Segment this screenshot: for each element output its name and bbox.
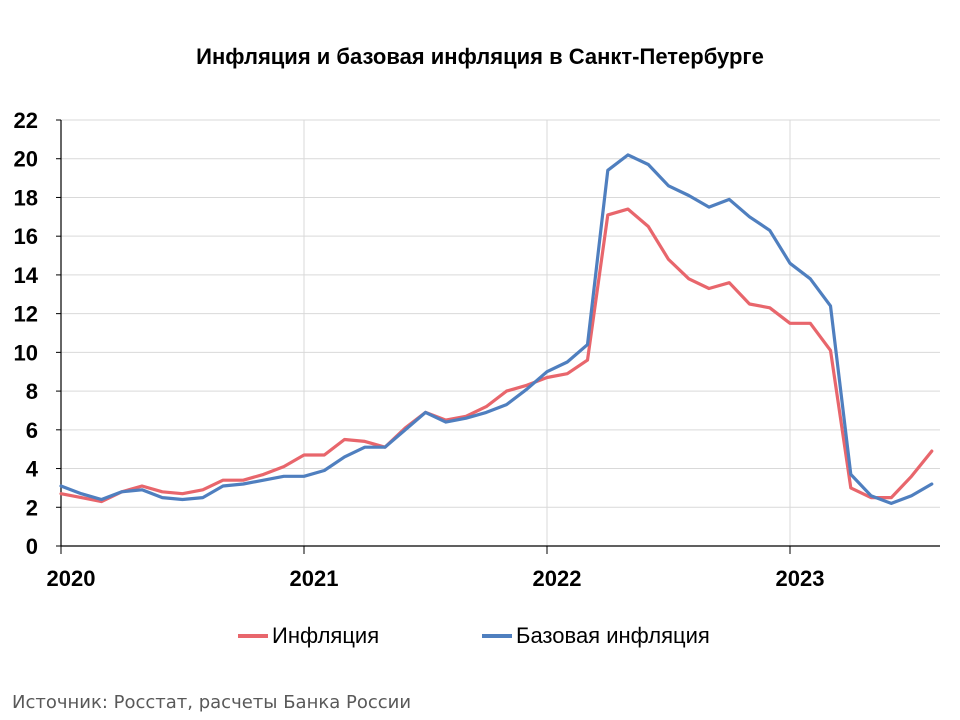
y-tick-label: 0: [26, 534, 38, 559]
y-tick-label: 2: [26, 495, 38, 520]
y-tick-label: 12: [14, 302, 38, 327]
y-tick-label: 6: [26, 418, 38, 443]
legend-label-core-inflation: Базовая инфляция: [516, 623, 710, 648]
y-tick-label: 8: [26, 379, 38, 404]
legend-swatch-core-inflation: [482, 634, 512, 638]
y-tick-label: 10: [14, 340, 38, 365]
series-lines: [59, 153, 934, 505]
series-line-inflation: [59, 207, 934, 504]
legend-item-inflation: Инфляция: [238, 622, 379, 650]
x-tick-label: 2020: [47, 566, 96, 591]
legend-swatch-inflation: [238, 634, 268, 638]
source-note: Источник: Росстат, расчеты Банка России: [12, 692, 412, 713]
y-tick-label: 4: [26, 457, 39, 482]
chart-title: Инфляция и базовая инфляция в Санкт-Пете…: [196, 44, 764, 69]
y-tick-label: 14: [14, 263, 39, 288]
x-tick-label: 2022: [533, 566, 582, 591]
grid-lines: [61, 119, 940, 546]
y-tick-label: 20: [14, 147, 38, 172]
axes: [56, 119, 940, 554]
y-tick-label: 18: [14, 185, 38, 210]
x-tick-label: 2023: [776, 566, 825, 591]
legend-label-inflation: Инфляция: [272, 623, 380, 648]
series-line-core-inflation: [59, 153, 934, 505]
x-tick-label: 2021: [290, 566, 339, 591]
y-tick-label: 16: [14, 224, 38, 249]
y-tick-label: 22: [14, 108, 38, 133]
legend-item-core-inflation: Базовая инфляция: [482, 622, 710, 650]
